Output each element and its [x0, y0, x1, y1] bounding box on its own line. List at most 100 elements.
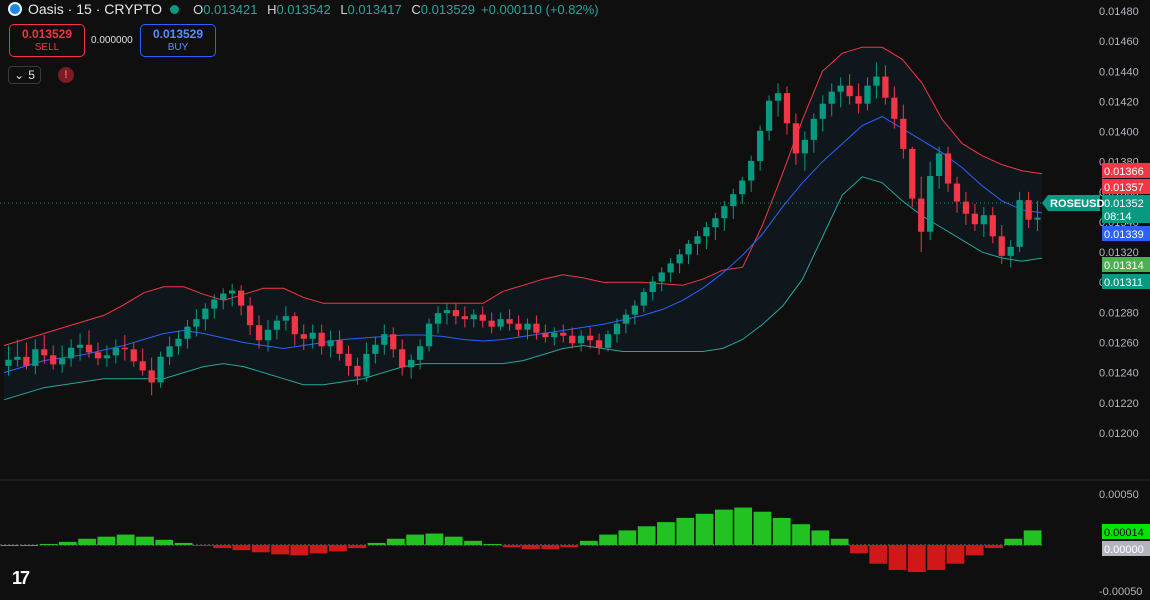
candle-body	[434, 313, 442, 324]
candle-body	[533, 323, 540, 333]
candle	[121, 334, 128, 361]
price-label: 0.01314	[1102, 257, 1150, 272]
candle	[506, 309, 513, 331]
sell-button[interactable]: 0.013529 SELL	[9, 24, 85, 57]
candle	[882, 65, 889, 105]
histogram-bar	[20, 545, 39, 546]
symbol-header: Oasis · 15 · CRYPTO O0.013421 H0.013542 …	[8, 0, 599, 18]
candle	[685, 240, 692, 265]
symbol-tag: ROSEUSD	[1042, 195, 1104, 211]
candle	[50, 345, 57, 370]
price-label-text: 08:14	[1104, 211, 1132, 223]
osc-label-bg	[1102, 524, 1150, 539]
candle-body	[748, 160, 755, 181]
grid	[0, 202, 1150, 481]
histogram-bar	[406, 534, 425, 545]
candle	[220, 288, 227, 310]
histogram-bar	[155, 539, 174, 545]
candle	[94, 342, 102, 366]
histogram-bar	[290, 545, 309, 556]
candle-body	[220, 293, 227, 300]
high-key: H	[267, 1, 277, 17]
candle-body	[112, 347, 119, 356]
tradingview-logo-icon[interactable]: 17	[12, 568, 30, 588]
candle-body	[497, 319, 504, 327]
candle	[157, 351, 164, 388]
candle	[891, 86, 898, 129]
price-label-text: 0.01352	[1104, 198, 1144, 210]
candle	[533, 315, 540, 340]
candle-body	[327, 340, 334, 347]
candle-body	[873, 76, 880, 86]
candle	[1025, 191, 1032, 228]
symbol-tag-text: ROSEUSD	[1050, 198, 1104, 210]
histogram-bar	[251, 545, 270, 553]
candle-body	[944, 153, 952, 184]
candle	[542, 324, 549, 343]
price-label-text: 0.01357	[1104, 182, 1144, 194]
candle	[980, 206, 987, 238]
price-axis[interactable]: 0.01480 0.01460 0.01440 0.01420 0.01400 0.013…	[1042, 6, 1150, 598]
candle	[434, 306, 442, 334]
price-tick-label: 0.01280	[1099, 307, 1139, 319]
candle	[32, 339, 39, 375]
candle-body	[756, 130, 764, 161]
histogram-bar	[657, 522, 675, 545]
candle	[765, 95, 773, 141]
candle-body	[390, 334, 397, 350]
candle-body	[470, 314, 477, 320]
candle	[184, 319, 191, 349]
band-fill	[4, 47, 1042, 400]
candle	[712, 212, 719, 241]
indicators-toggle-button[interactable]: ⌄ 5	[8, 66, 41, 84]
candle-body	[372, 344, 379, 354]
lower-band-line	[3, 176, 1043, 401]
candle-body	[103, 355, 111, 359]
ohlc-values: O0.013421 H0.013542 L0.013417 C0.013529	[187, 2, 475, 17]
candle	[819, 95, 826, 132]
candle	[229, 283, 236, 307]
candle	[112, 339, 119, 364]
candle-body	[166, 346, 173, 357]
candle-body	[5, 359, 12, 366]
candle-body	[318, 332, 325, 347]
candle-body	[229, 290, 236, 294]
candle	[345, 345, 352, 376]
candle	[515, 315, 522, 337]
candle	[488, 312, 495, 334]
candle-body	[416, 346, 424, 360]
candle-body	[237, 290, 245, 306]
histogram-bar	[772, 517, 791, 545]
price-tick-label: 0.01320	[1099, 247, 1139, 259]
price-label: 0.01352	[1102, 195, 1150, 210]
candle	[408, 354, 415, 379]
candle-body	[694, 236, 701, 244]
candle-body	[425, 323, 433, 347]
candle-body	[578, 335, 585, 344]
price-change: +0.000110 (+0.82%)	[481, 1, 599, 17]
candle-body	[801, 139, 809, 154]
candle-body	[909, 148, 916, 199]
buy-button[interactable]: 0.013529 BUY	[140, 24, 216, 57]
candle-body	[94, 352, 102, 359]
candle-body	[452, 310, 460, 317]
candle	[569, 327, 576, 349]
histogram-bar	[850, 545, 868, 554]
histogram-bar	[213, 545, 232, 549]
histogram-bar	[830, 538, 849, 545]
warning-icon[interactable]: !	[58, 67, 74, 83]
candle-body	[336, 340, 343, 354]
osc-label: 0.00014	[1102, 524, 1150, 539]
candle	[300, 324, 307, 351]
histogram-bar	[174, 542, 193, 545]
candle-body	[774, 93, 782, 101]
candle-body	[730, 194, 737, 207]
symbol-title[interactable]: Oasis · 15 · CRYPTO	[28, 1, 163, 17]
candle	[524, 318, 531, 340]
candle-body	[962, 201, 970, 214]
candle-body	[32, 349, 39, 366]
histogram-bar	[599, 534, 617, 545]
open-value: 0.013421	[203, 1, 258, 17]
candle	[264, 319, 272, 352]
